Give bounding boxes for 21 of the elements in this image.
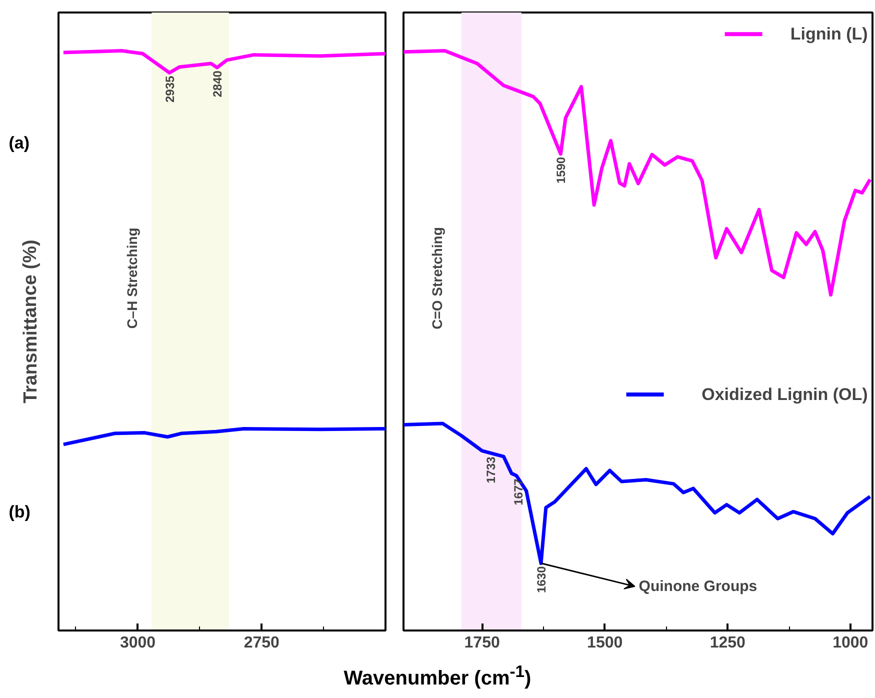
legend-label: Oxidized Lignin (OL)	[702, 385, 868, 404]
annotation: 1677	[511, 478, 526, 506]
annotation: 1590	[554, 156, 568, 184]
annotation: 2935	[162, 75, 177, 102]
annotation: 1630	[534, 566, 549, 593]
band-label: C–H Stretching	[124, 228, 140, 329]
x-tick-label: 1750	[464, 634, 500, 652]
x-tick-label: 1250	[710, 634, 746, 652]
text: (b)	[8, 502, 30, 522]
x-tick-label: 1000	[832, 634, 868, 652]
annotation: 1733	[484, 456, 498, 484]
text: (a)	[8, 133, 30, 152]
annotation: 2840	[210, 70, 225, 98]
x-tick-label: 3000	[120, 634, 156, 652]
legend-label: Lignin (L)	[790, 24, 868, 44]
band-label: C=O Stretching	[429, 227, 446, 330]
x-axis-title: Wavenumber (cm$^{-1}$)	[342, 661, 532, 692]
annotation: Quinone Groups	[638, 578, 758, 595]
x-tick-label: 2750	[244, 634, 280, 652]
x-tick-label: 1500	[587, 634, 623, 652]
y-axis-title: Transmittance (%)	[20, 240, 42, 404]
